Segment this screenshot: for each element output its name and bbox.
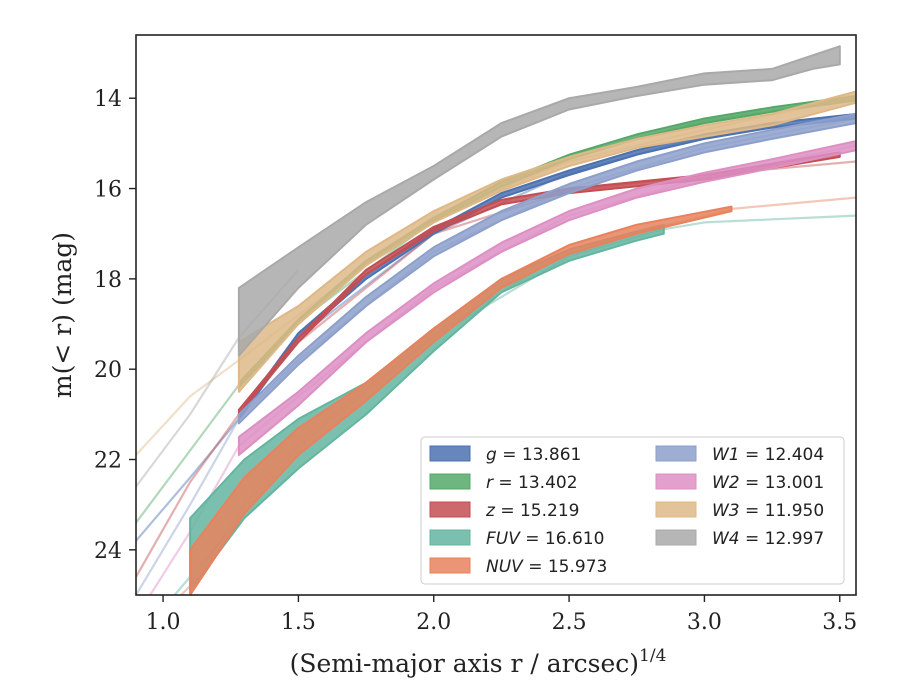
x-axis-label-superscript: 1/4: [639, 646, 666, 666]
legend-label-g: g = 13.861: [486, 445, 581, 465]
legend-label-w4: W4 = 12.997: [712, 529, 824, 549]
x-axis-label-text: (Semi-major axis r / arcsec): [290, 649, 639, 678]
legend-label-w1: W1 = 12.404: [712, 445, 824, 465]
legend-swatch-w4: [655, 529, 697, 546]
y-tick-label: 24: [94, 539, 122, 564]
y-tick-label: 22: [94, 449, 122, 474]
legend-swatch-nuv: [429, 557, 471, 574]
band-w4: [237, 45, 841, 357]
x-tick-label: 3.0: [687, 610, 722, 635]
y-tick-label: 20: [94, 358, 122, 383]
legend-swatch-g: [429, 445, 471, 462]
x-axis-ticks: 1.0 1.5 2.0 2.5 3.0 3.5: [146, 595, 857, 635]
y-tick-label: 14: [94, 87, 122, 112]
band-w2: [237, 140, 856, 456]
legend-swatch-r: [429, 473, 471, 490]
legend-swatch-fuv: [429, 529, 471, 546]
legend-label-w2: W2 = 13.001: [712, 473, 824, 493]
plot-frame: [135, 34, 857, 596]
legend-swatch-w1: [655, 445, 697, 462]
y-axis-label: m(< r) (mag): [48, 232, 77, 398]
legend-label-nuv: NUV = 15.973: [486, 557, 607, 577]
band-w1: [237, 113, 856, 425]
x-axis-label: (Semi-major axis r / arcsec)1/4: [290, 646, 667, 678]
band-nuv: [189, 205, 733, 595]
band-z: [237, 151, 841, 416]
x-tick-label: 2.0: [416, 610, 451, 635]
x-tick-label: 3.5: [822, 610, 857, 635]
x-tick-label: 1.5: [281, 610, 316, 635]
legend: g = 13.861 r = 13.402 z = 15.219 FUV = 16.6…: [420, 436, 845, 585]
legend-label-r: r = 13.402: [486, 473, 578, 493]
data-bands: [189, 45, 856, 595]
band-w3: [237, 90, 856, 393]
legend-swatch-w2: [655, 473, 697, 490]
legend-label-w3: W3 = 11.950: [712, 501, 824, 521]
y-tick-label: 16: [94, 178, 122, 203]
legend-label-z: z = 15.219: [485, 501, 579, 521]
x-tick-label: 2.5: [552, 610, 587, 635]
y-tick-label: 18: [94, 268, 122, 293]
legend-box: [420, 436, 845, 585]
legend-swatch-w3: [655, 501, 697, 518]
x-tick-label: 1.0: [146, 610, 181, 635]
legend-label-fuv: FUV = 16.610: [486, 529, 604, 549]
y-axis-ticks: 14 16 18 20 22 24: [94, 87, 136, 564]
legend-swatch-z: [429, 501, 471, 518]
